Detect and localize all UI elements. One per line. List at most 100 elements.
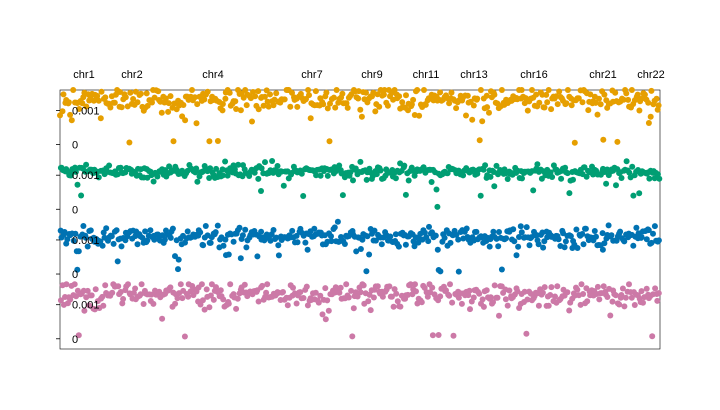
data-point [607,312,614,319]
data-point [584,298,591,305]
data-point [486,109,492,116]
data-point [72,230,79,237]
data-point [441,234,448,241]
data-point [479,296,486,303]
y-tick-label: 0 [72,140,78,152]
data-point [144,237,151,244]
data-point [80,94,87,101]
data-point [189,87,195,93]
tracks [57,87,663,340]
data-point [654,297,661,304]
data-point [353,248,360,255]
data-point [304,302,311,309]
data-point [206,138,213,145]
data-point [132,285,139,292]
data-point [513,252,520,259]
data-point [543,91,550,98]
data-point [566,307,573,314]
data-point [437,89,444,96]
data-point [363,89,369,96]
data-point [484,104,491,111]
data-point [360,282,367,289]
data-point [349,333,356,340]
data-point [235,161,242,168]
data-point [574,245,581,251]
data-point [177,281,184,288]
data-point [290,284,296,291]
data-point [233,305,240,312]
data-point [280,182,287,189]
data-point [552,293,558,300]
data-point [350,177,356,184]
data-point [380,91,387,98]
data-point [255,298,262,305]
data-point [502,296,509,303]
data-point [174,295,181,302]
data-point [219,101,226,107]
data-point [273,90,280,97]
data-point [323,89,330,96]
data-point [300,193,307,199]
data-point [91,306,98,313]
data-point [577,301,584,308]
data-point [147,227,154,234]
data-point [594,283,601,290]
data-point [476,137,483,144]
data-point [255,175,262,182]
chromosome-label-chr9: chr9 [361,69,382,81]
data-point [535,302,542,309]
data-point [311,225,318,232]
data-point [170,138,177,145]
data-point [206,304,213,311]
data-point [236,224,243,231]
data-point [217,287,224,294]
data-point [366,251,373,258]
data-point [117,289,124,295]
data-point [574,286,581,293]
data-point [655,237,662,244]
data-point [629,163,636,170]
data-point [526,242,533,249]
data-point [347,169,354,176]
data-point [339,90,346,97]
data-point [262,159,268,166]
data-point [556,88,563,95]
data-point [233,106,240,112]
data-point [555,236,562,243]
data-point [566,190,573,197]
data-point [477,192,484,199]
data-point [638,234,645,240]
data-point [155,88,162,95]
data-point [241,281,248,288]
data-point [344,104,351,111]
data-point [343,281,350,288]
data-point [511,238,518,245]
chromosome-label-chr2: chr2 [121,69,142,81]
data-point [234,295,241,302]
data-point [392,231,399,238]
data-point [134,99,141,106]
data-point [394,298,401,305]
data-point [479,118,486,125]
data-point [102,94,109,101]
data-point [449,299,456,306]
data-point [82,234,89,241]
data-point [453,105,460,112]
data-point [84,243,91,250]
data-point [482,162,489,169]
data-point [623,90,630,97]
data-point [302,239,309,246]
data-point [337,284,344,291]
data-point [107,104,114,111]
data-point [467,306,473,313]
data-point [172,300,179,307]
data-point [328,233,334,240]
data-point [490,299,496,306]
data-point [412,281,418,288]
data-point [599,246,606,253]
data-point [60,91,67,98]
data-point [254,253,261,260]
data-point [357,246,364,252]
data-point [549,174,556,180]
data-point [592,99,599,106]
